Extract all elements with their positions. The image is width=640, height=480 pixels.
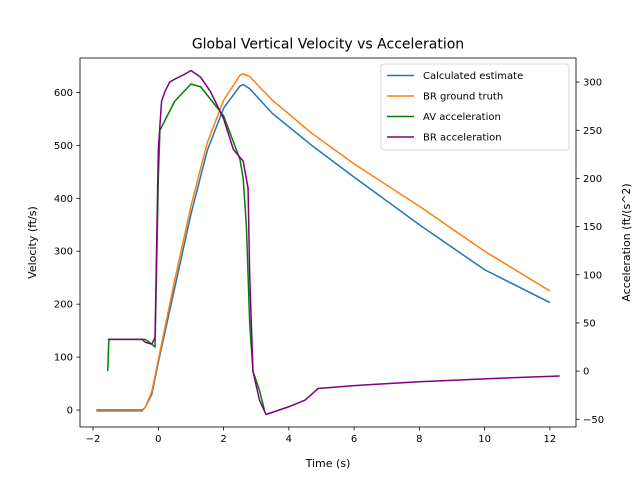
y-right-tick-label: 300 <box>583 78 602 89</box>
y-right-tick-label: 150 <box>583 222 602 233</box>
x-tick-label: 2 <box>220 434 226 445</box>
series-line-2 <box>106 83 266 410</box>
y-right-tick-label: 0 <box>583 367 589 378</box>
y-left-tick-label: 300 <box>54 247 73 258</box>
x-tick-label: 10 <box>478 434 491 445</box>
y-right-tick-label: 100 <box>583 270 602 281</box>
y-left-tick-label: 200 <box>54 300 73 311</box>
x-tick-label: 12 <box>544 434 557 445</box>
y-axis-left: 0 100 200 300 400 500 600 <box>54 88 80 417</box>
plot-area <box>79 57 577 428</box>
series-line-3 <box>107 69 560 416</box>
x-axis-title: Time (s) <box>305 457 351 470</box>
y-axis-right: −50 0 50 100 150 200 250 300 <box>576 78 604 426</box>
y-right-tick-label: −50 <box>583 415 604 426</box>
plot-frame <box>79 57 577 428</box>
series-layer <box>96 69 560 416</box>
x-axis: −2 0 2 4 6 8 10 12 <box>86 427 557 445</box>
y-axis-right-title: Acceleration (ft/(s^2) <box>620 183 633 301</box>
series-line-0 <box>96 83 551 411</box>
y-left-tick-label: 100 <box>54 353 73 364</box>
y-left-tick-label: 600 <box>54 88 73 99</box>
legend-box <box>380 63 570 151</box>
y-axis-left-title: Velocity (ft/s) <box>26 206 39 279</box>
x-tick-label: 0 <box>155 434 161 445</box>
x-tick-label: 4 <box>286 434 292 445</box>
legend-label: BR acceleration <box>423 133 502 144</box>
y-right-tick-label: 50 <box>583 318 596 329</box>
series-line-1 <box>96 73 551 412</box>
legend-label: Calculated estimate <box>423 71 523 82</box>
legend: Calculated estimate BR ground truth AV acc… <box>380 63 570 151</box>
y-left-tick-label: 500 <box>54 141 73 152</box>
x-tick-label: 8 <box>416 434 422 445</box>
x-tick-label: 6 <box>351 434 357 445</box>
y-right-tick-label: 250 <box>583 126 602 137</box>
chart-title: Global Vertical Velocity vs Acceleration <box>192 37 464 53</box>
y-left-tick-label: 0 <box>67 406 73 417</box>
x-tick-label: −2 <box>86 434 101 445</box>
legend-label: BR ground truth <box>423 92 503 103</box>
y-left-tick-label: 400 <box>54 194 73 205</box>
y-right-tick-label: 200 <box>583 174 602 185</box>
legend-label: AV acceleration <box>423 112 501 123</box>
